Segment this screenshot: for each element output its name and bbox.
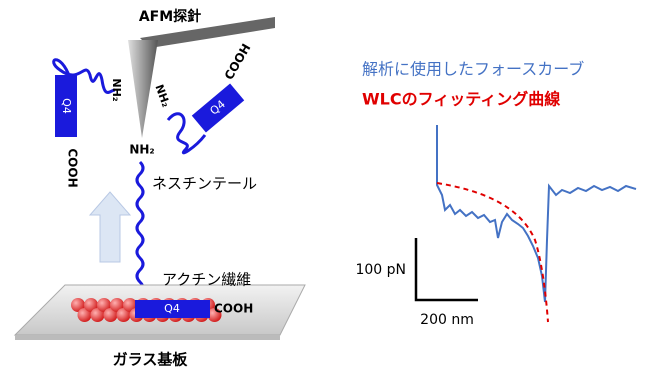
terminus-label: COOH	[214, 302, 253, 316]
legend-entry: WLCのフィッティング曲線	[362, 90, 560, 109]
force-curve	[437, 125, 636, 302]
amine-label: NH₂	[152, 83, 172, 109]
domain-label: Q4	[60, 98, 73, 114]
y-scale-label: 100 pN	[355, 262, 406, 278]
up-arrow	[90, 192, 130, 262]
diagram: AFM探針 Q4 COOH NH₂ Q4 COOH NH₂ NH₂ ネスチンテー…	[0, 0, 665, 371]
glass-edge	[15, 335, 280, 340]
probe-label: AFM探針	[139, 8, 201, 25]
terminus-label: COOH	[66, 148, 80, 187]
domain-label: Q4	[164, 302, 180, 315]
tail-label: ネスチンテール	[152, 175, 257, 193]
terminus-label: COOH	[222, 41, 254, 82]
scale-bars	[416, 238, 478, 300]
right-molecule	[168, 84, 244, 153]
filament-label: アクチン繊維	[162, 271, 251, 289]
legend-entry: 解析に使用したフォースカーブ	[362, 60, 584, 79]
amine-label: NH₂	[110, 78, 123, 101]
substrate-label: ガラス基板	[113, 351, 189, 369]
x-scale-label: 200 nm	[420, 312, 474, 328]
amine-label: NH₂	[129, 143, 154, 157]
